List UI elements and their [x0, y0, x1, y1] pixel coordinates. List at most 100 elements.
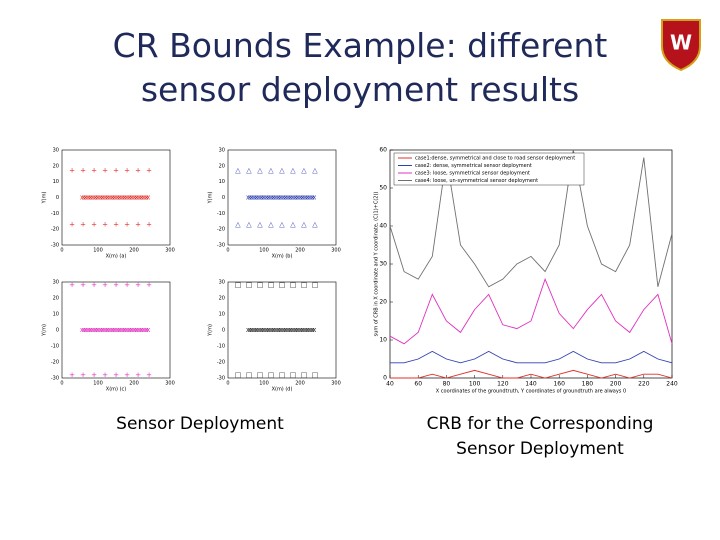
sensor: △ [235, 220, 241, 228]
road-marker: x [87, 194, 91, 202]
road-marker: x [131, 326, 135, 334]
x-tick-label: 200 [610, 381, 622, 388]
sensor: □ [290, 371, 297, 379]
y-tick-label: -20 [217, 360, 225, 366]
road-marker: x [270, 326, 274, 334]
road-marker: x [143, 326, 147, 334]
road-marker: x [107, 194, 111, 202]
road-marker: x [254, 326, 258, 334]
x-tick-label: 160 [553, 381, 565, 388]
road-marker: x [92, 326, 96, 334]
road-marker: x [111, 194, 115, 202]
road-marker: x [88, 326, 92, 334]
x-tick-label: 200 [129, 248, 139, 254]
y-tick-label: -30 [217, 376, 225, 382]
y-tick-label: 10 [219, 312, 225, 318]
road-marker: x [133, 194, 137, 202]
y-axis-label: sum of CRB in X coordinate and Y coordin… [374, 192, 380, 337]
road-marker: x [105, 326, 109, 334]
road-marker: x [287, 194, 291, 202]
road-marker: x [297, 326, 301, 334]
road-marker: x [128, 194, 132, 202]
sensor-markers: xxxxxxxxxxxxxxxxxxxxxxxxxxxxxxxxxxxxxxxx… [235, 281, 319, 379]
road-marker: x [304, 326, 308, 334]
sensor: + [124, 167, 130, 175]
sensor: + [102, 371, 108, 379]
sensor: △ [235, 167, 241, 175]
sensor: + [80, 220, 86, 228]
road-marker: x [302, 326, 306, 334]
sensor: + [113, 220, 119, 228]
sensor: □ [257, 371, 264, 379]
road-marker: x [126, 194, 130, 202]
road-marker: x [290, 194, 294, 202]
x-tick-label: 0 [60, 381, 63, 387]
road-marker: x [297, 194, 301, 202]
x-tick-label: 300 [331, 248, 341, 254]
road-marker: x [94, 326, 98, 334]
y-axis-label: Y(m) [42, 192, 48, 205]
x-tick-label: 0 [226, 381, 229, 387]
road-marker: x [114, 194, 118, 202]
road-marker: x [312, 194, 316, 202]
road-marker: x [253, 326, 257, 334]
y-tick-label: 40 [379, 223, 387, 230]
sensor: □ [235, 371, 242, 379]
sensor: + [80, 167, 86, 175]
sensor: △ [246, 167, 252, 175]
road-marker: x [83, 326, 87, 334]
road-marker: x [138, 326, 142, 334]
road-marker: x [248, 194, 252, 202]
road-marker: x [311, 194, 315, 202]
road-marker: x [111, 326, 115, 334]
road-marker: x [134, 194, 138, 202]
y-tick-label: 30 [379, 261, 387, 268]
y-tick-label: -10 [51, 344, 59, 350]
sensor: + [146, 167, 152, 175]
y-tick-label: 10 [53, 312, 59, 318]
x-tick-label: 80 [443, 381, 451, 388]
y-tick-label: -30 [51, 376, 59, 382]
sensor: + [91, 220, 97, 228]
road-marker: x [117, 326, 121, 334]
sensor: + [146, 220, 152, 228]
x-tick-label: 200 [129, 381, 139, 387]
road-marker: x [285, 326, 289, 334]
y-axis-label: Y(m) [42, 324, 48, 337]
x-tick-label: 220 [638, 381, 650, 388]
sensor: + [102, 220, 108, 228]
x-axis-label: X(m) (d) [272, 387, 293, 393]
sensor: + [113, 167, 119, 175]
road-marker: x [288, 326, 292, 334]
road-marker: x [251, 326, 255, 334]
road-marker: x [273, 326, 277, 334]
road-marker: x [80, 326, 84, 334]
road-marker: x [292, 326, 296, 334]
road-marker: x [268, 326, 272, 334]
legend-label: case1:dense, symmetrical and close to ro… [415, 156, 575, 162]
y-tick-label: 10 [379, 337, 387, 344]
sensor: □ [279, 281, 286, 289]
road-marker: x [136, 326, 140, 334]
road-marker: x [299, 326, 303, 334]
road-marker: x [253, 194, 257, 202]
sensor: + [135, 371, 141, 379]
legend-box [393, 152, 585, 186]
road-marker: x [114, 326, 118, 334]
road-marker: x [112, 326, 116, 334]
x-tick-label: 40 [386, 381, 394, 388]
road-marker: x [292, 194, 296, 202]
y-axis-label: Y(m) [208, 324, 214, 337]
y-tick-label: 30 [53, 148, 59, 154]
sensor: □ [290, 281, 297, 289]
road-marker: x [273, 194, 277, 202]
road-marker: x [97, 194, 101, 202]
road-marker: x [285, 194, 289, 202]
y-tick-label: 30 [219, 280, 225, 286]
y-tick-label: 10 [219, 179, 225, 185]
road-marker: x [294, 326, 298, 334]
sensor: □ [279, 371, 286, 379]
road-marker: x [283, 194, 287, 202]
sensor: □ [235, 281, 242, 289]
sensor: + [80, 371, 86, 379]
